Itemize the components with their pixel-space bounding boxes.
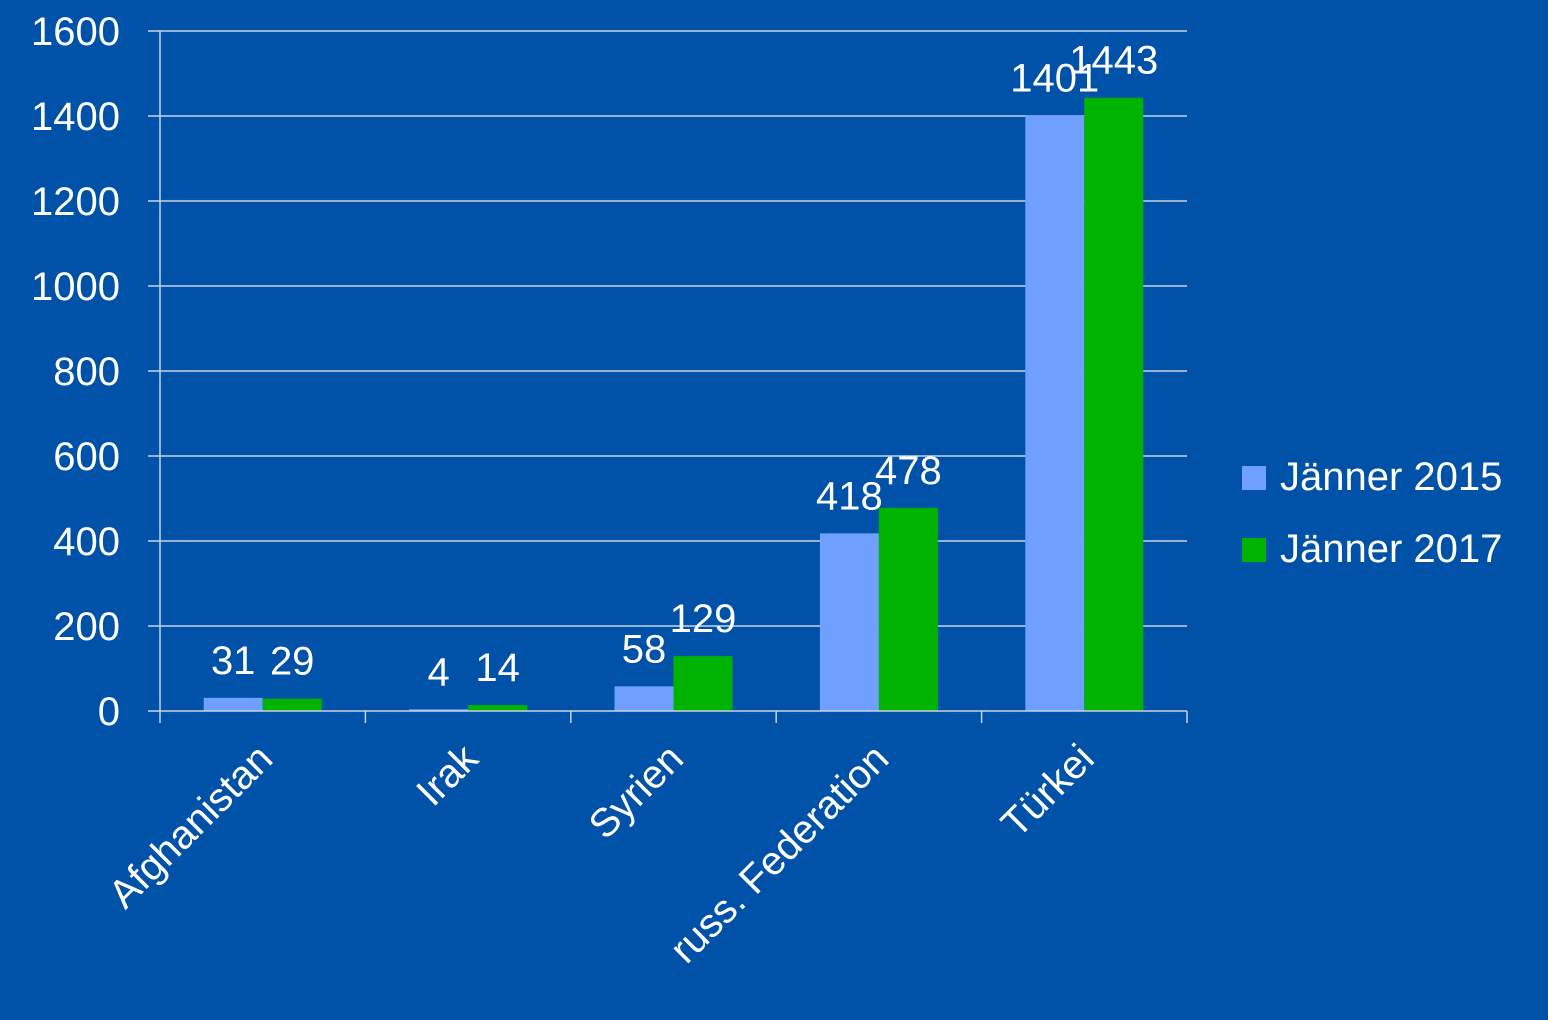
data-label: 29	[270, 640, 315, 684]
bars	[203, 97, 1144, 712]
y-tick-label: 400	[53, 520, 120, 564]
data-label: 1401	[1010, 57, 1099, 101]
axes: 0 200 400 600 800 1000 1200 1400 1600 Afghanistan…	[31, 10, 1188, 972]
data-label: 31	[211, 639, 256, 683]
data-label: 129	[670, 597, 737, 641]
bar-2015	[614, 686, 674, 711]
data-label: 58	[622, 627, 667, 671]
data-label: 4	[427, 650, 449, 694]
data-label: 1443	[1069, 39, 1158, 83]
y-tick-label: 800	[53, 350, 120, 394]
bar-2015	[819, 533, 879, 711]
bar-2017	[878, 507, 938, 711]
bar-2017	[673, 656, 733, 711]
y-tick-label: 1200	[31, 180, 120, 224]
x-category-label: Afghanistan	[101, 736, 282, 917]
legend-label-2017: Jänner 2017	[1280, 527, 1502, 571]
legend-swatch-2017	[1242, 538, 1266, 562]
gridlines	[160, 30, 1187, 627]
x-category-label: Irak	[408, 736, 487, 815]
y-tick-label: 1400	[31, 95, 120, 139]
legend-swatch-2015	[1242, 466, 1266, 490]
bar-2015	[1025, 115, 1085, 711]
x-category-label: Türkei	[993, 736, 1103, 846]
data-label: 418	[816, 474, 883, 518]
bar-2017	[262, 698, 322, 711]
bar-2017	[468, 705, 528, 711]
x-category-label: russ. Federation	[662, 736, 897, 971]
legend: Jänner 2015 Jänner 2017	[1242, 455, 1502, 571]
legend-label-2015: Jänner 2015	[1280, 455, 1502, 499]
data-label: 478	[875, 449, 942, 493]
bar-2015	[203, 697, 263, 711]
y-tick-label: 1000	[31, 265, 120, 309]
x-category-label: Syrien	[581, 736, 692, 847]
bar-2015	[409, 709, 469, 711]
data-label: 14	[475, 646, 520, 690]
y-tick-label: 0	[98, 690, 120, 734]
y-tick-label: 200	[53, 605, 120, 649]
y-tick-label: 600	[53, 435, 120, 479]
y-tick-label: 1600	[31, 10, 120, 54]
bar-2017	[1084, 97, 1144, 712]
